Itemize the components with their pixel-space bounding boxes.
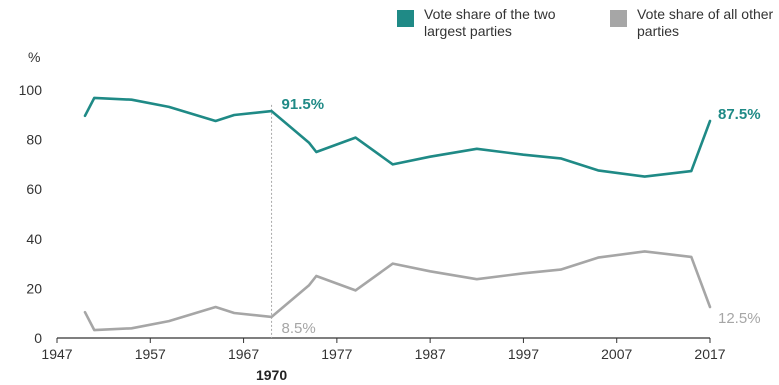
x-tick-label: 2017: [694, 346, 725, 362]
data-label-other: 12.5%: [718, 310, 761, 327]
legend-swatch-other: [610, 10, 627, 27]
line-other-parties: [83, 250, 712, 332]
y-tick-label: 80: [26, 132, 42, 148]
x-tick-label: 1967: [228, 346, 259, 362]
data-label-two-largest: 87.5%: [718, 106, 761, 123]
y-tick-label: 100: [19, 82, 43, 98]
legend-swatch-two-largest: [397, 10, 414, 27]
legend-item-two-largest: Vote share of the two largest parties: [397, 6, 594, 40]
x-tick-label: 1947: [41, 346, 72, 362]
legend-label-other: Vote share of all other parties: [637, 6, 774, 39]
x-tick-label: 1997: [508, 346, 539, 362]
x-tick-label: 1977: [321, 346, 352, 362]
y-axis-label: %: [28, 49, 40, 65]
reference-line-label: 1970: [256, 367, 287, 383]
x-tick-label: 1957: [135, 346, 166, 362]
y-tick-label: 20: [26, 280, 42, 296]
x-tick-label: 1987: [415, 346, 446, 362]
y-tick-label: 60: [26, 181, 42, 197]
data-label-other: 8.5%: [282, 320, 316, 337]
y-tick-label: 0: [34, 330, 42, 346]
legend-item-other: Vote share of all other parties: [610, 6, 779, 40]
line-two-largest-parties: [83, 96, 712, 178]
data-label-two-largest: 91.5%: [282, 96, 325, 113]
y-tick-label: 40: [26, 231, 42, 247]
legend-label-two-largest: Vote share of the two largest parties: [424, 6, 556, 39]
x-tick-label: 2007: [601, 346, 632, 362]
